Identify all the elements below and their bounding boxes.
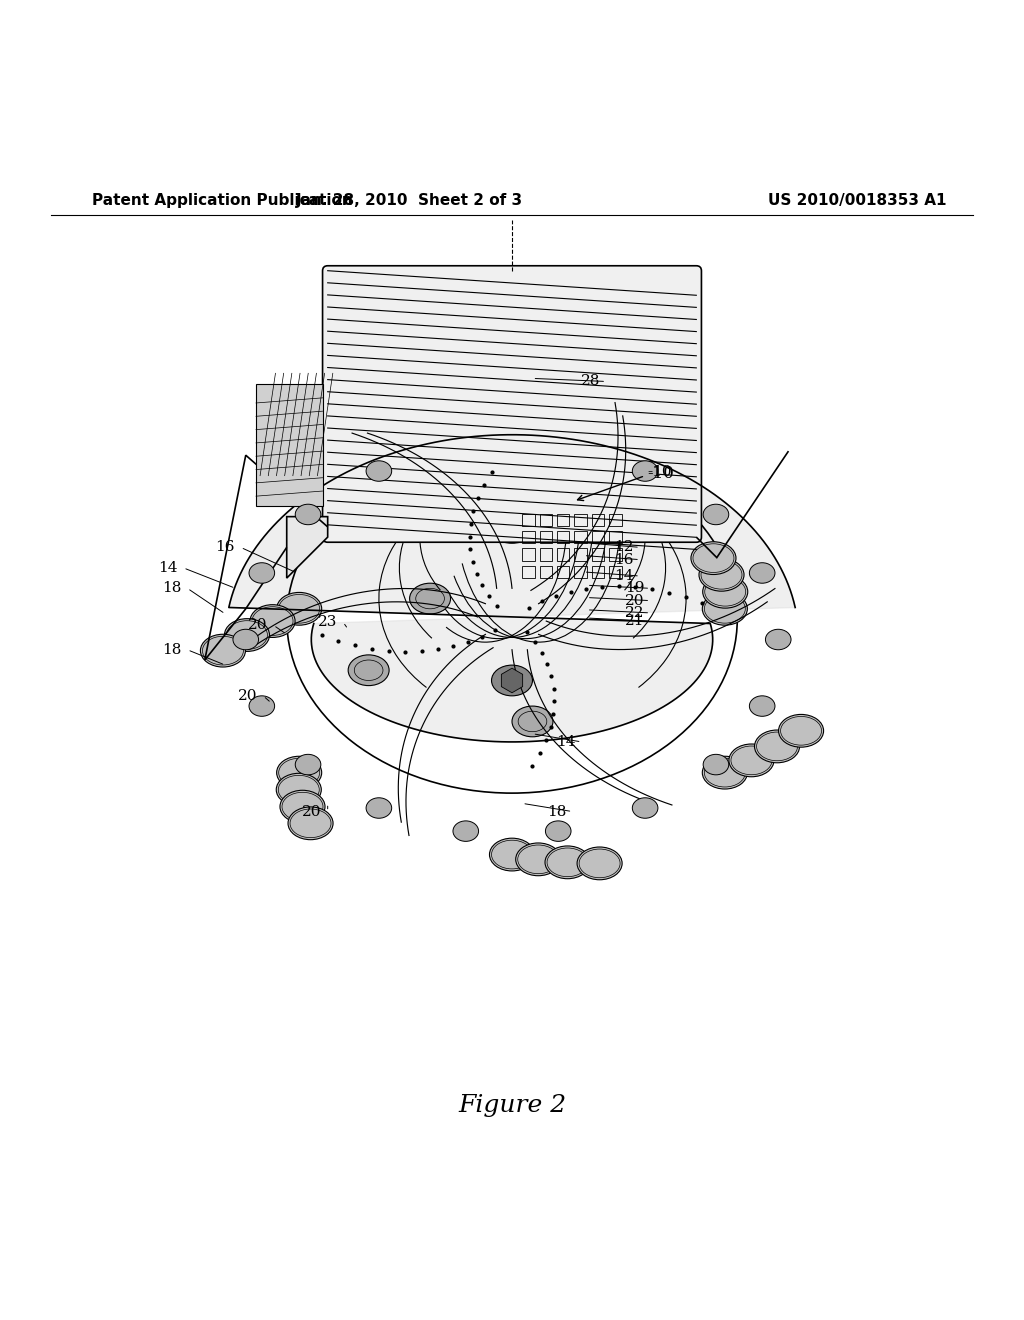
Bar (557, 566, 569, 578)
Ellipse shape (766, 630, 791, 649)
Ellipse shape (750, 562, 775, 583)
Bar (557, 513, 569, 525)
Text: -10: -10 (647, 465, 672, 479)
Text: -10: -10 (647, 465, 674, 482)
Bar (574, 566, 587, 578)
Bar (592, 531, 604, 544)
Ellipse shape (632, 797, 657, 818)
Text: 20: 20 (625, 594, 644, 607)
Ellipse shape (276, 593, 322, 626)
Ellipse shape (288, 807, 333, 840)
Text: 28: 28 (581, 375, 600, 388)
Text: 19: 19 (625, 581, 644, 595)
Ellipse shape (512, 706, 553, 737)
Bar (592, 566, 604, 578)
Ellipse shape (348, 655, 389, 685)
Ellipse shape (699, 558, 744, 591)
Ellipse shape (545, 846, 590, 879)
Bar (557, 548, 569, 561)
Ellipse shape (249, 696, 274, 717)
Ellipse shape (703, 754, 729, 775)
Ellipse shape (516, 843, 561, 875)
Ellipse shape (703, 504, 729, 524)
Ellipse shape (633, 461, 657, 482)
Bar (609, 566, 622, 578)
Ellipse shape (489, 511, 535, 544)
Bar (522, 548, 535, 561)
Ellipse shape (280, 791, 325, 824)
Text: 18: 18 (547, 805, 566, 818)
Bar (256, 384, 323, 507)
Ellipse shape (453, 821, 478, 841)
Ellipse shape (276, 774, 322, 807)
Bar (609, 531, 622, 544)
Text: 18: 18 (162, 581, 181, 595)
Bar (574, 548, 587, 561)
Bar (592, 513, 604, 525)
Text: Patent Application Publication: Patent Application Publication (92, 193, 353, 209)
Text: 16: 16 (215, 540, 234, 554)
Ellipse shape (492, 665, 532, 696)
Text: 23: 23 (317, 615, 337, 630)
Bar (540, 548, 552, 561)
Text: 21: 21 (625, 614, 644, 628)
Polygon shape (228, 434, 796, 742)
Bar (522, 531, 535, 544)
Bar (540, 531, 552, 544)
Ellipse shape (295, 504, 321, 524)
Text: 20: 20 (238, 689, 257, 702)
Text: 20: 20 (248, 618, 267, 632)
Ellipse shape (224, 619, 269, 652)
Bar (522, 566, 535, 578)
Text: Jan. 28, 2010  Sheet 2 of 3: Jan. 28, 2010 Sheet 2 of 3 (296, 193, 523, 209)
FancyBboxPatch shape (323, 265, 701, 543)
Ellipse shape (489, 838, 535, 871)
Ellipse shape (755, 730, 800, 763)
Bar (609, 548, 622, 561)
Ellipse shape (249, 562, 274, 583)
Text: Figure 2: Figure 2 (458, 1094, 566, 1117)
Bar (540, 566, 552, 578)
Ellipse shape (401, 502, 446, 535)
Bar (557, 531, 569, 544)
Polygon shape (287, 516, 328, 578)
Text: 22: 22 (625, 606, 644, 620)
Ellipse shape (578, 847, 623, 879)
Ellipse shape (702, 593, 748, 626)
Bar (522, 513, 535, 525)
Ellipse shape (410, 583, 451, 614)
Ellipse shape (702, 756, 748, 789)
Text: US 2010/0018353 A1: US 2010/0018353 A1 (768, 193, 946, 209)
Ellipse shape (367, 461, 392, 482)
Ellipse shape (778, 714, 823, 747)
Ellipse shape (232, 630, 258, 649)
Bar (592, 548, 604, 561)
Ellipse shape (434, 503, 479, 536)
Ellipse shape (201, 634, 246, 667)
Ellipse shape (295, 754, 321, 775)
Ellipse shape (250, 605, 295, 638)
Ellipse shape (750, 696, 775, 717)
Ellipse shape (702, 576, 748, 609)
Text: 16: 16 (614, 553, 634, 566)
Ellipse shape (463, 506, 508, 539)
Ellipse shape (729, 744, 774, 776)
Bar (574, 513, 587, 525)
Text: 14: 14 (614, 569, 634, 583)
Text: 18: 18 (162, 643, 181, 657)
Text: 12: 12 (614, 540, 634, 554)
Ellipse shape (366, 797, 391, 818)
Bar (574, 531, 587, 544)
Ellipse shape (546, 821, 571, 841)
Text: 20: 20 (302, 805, 322, 818)
Text: 14: 14 (556, 735, 575, 748)
Bar (540, 513, 552, 525)
Text: 14: 14 (158, 561, 177, 574)
Ellipse shape (276, 756, 322, 789)
Bar (609, 513, 622, 525)
Ellipse shape (691, 541, 736, 574)
